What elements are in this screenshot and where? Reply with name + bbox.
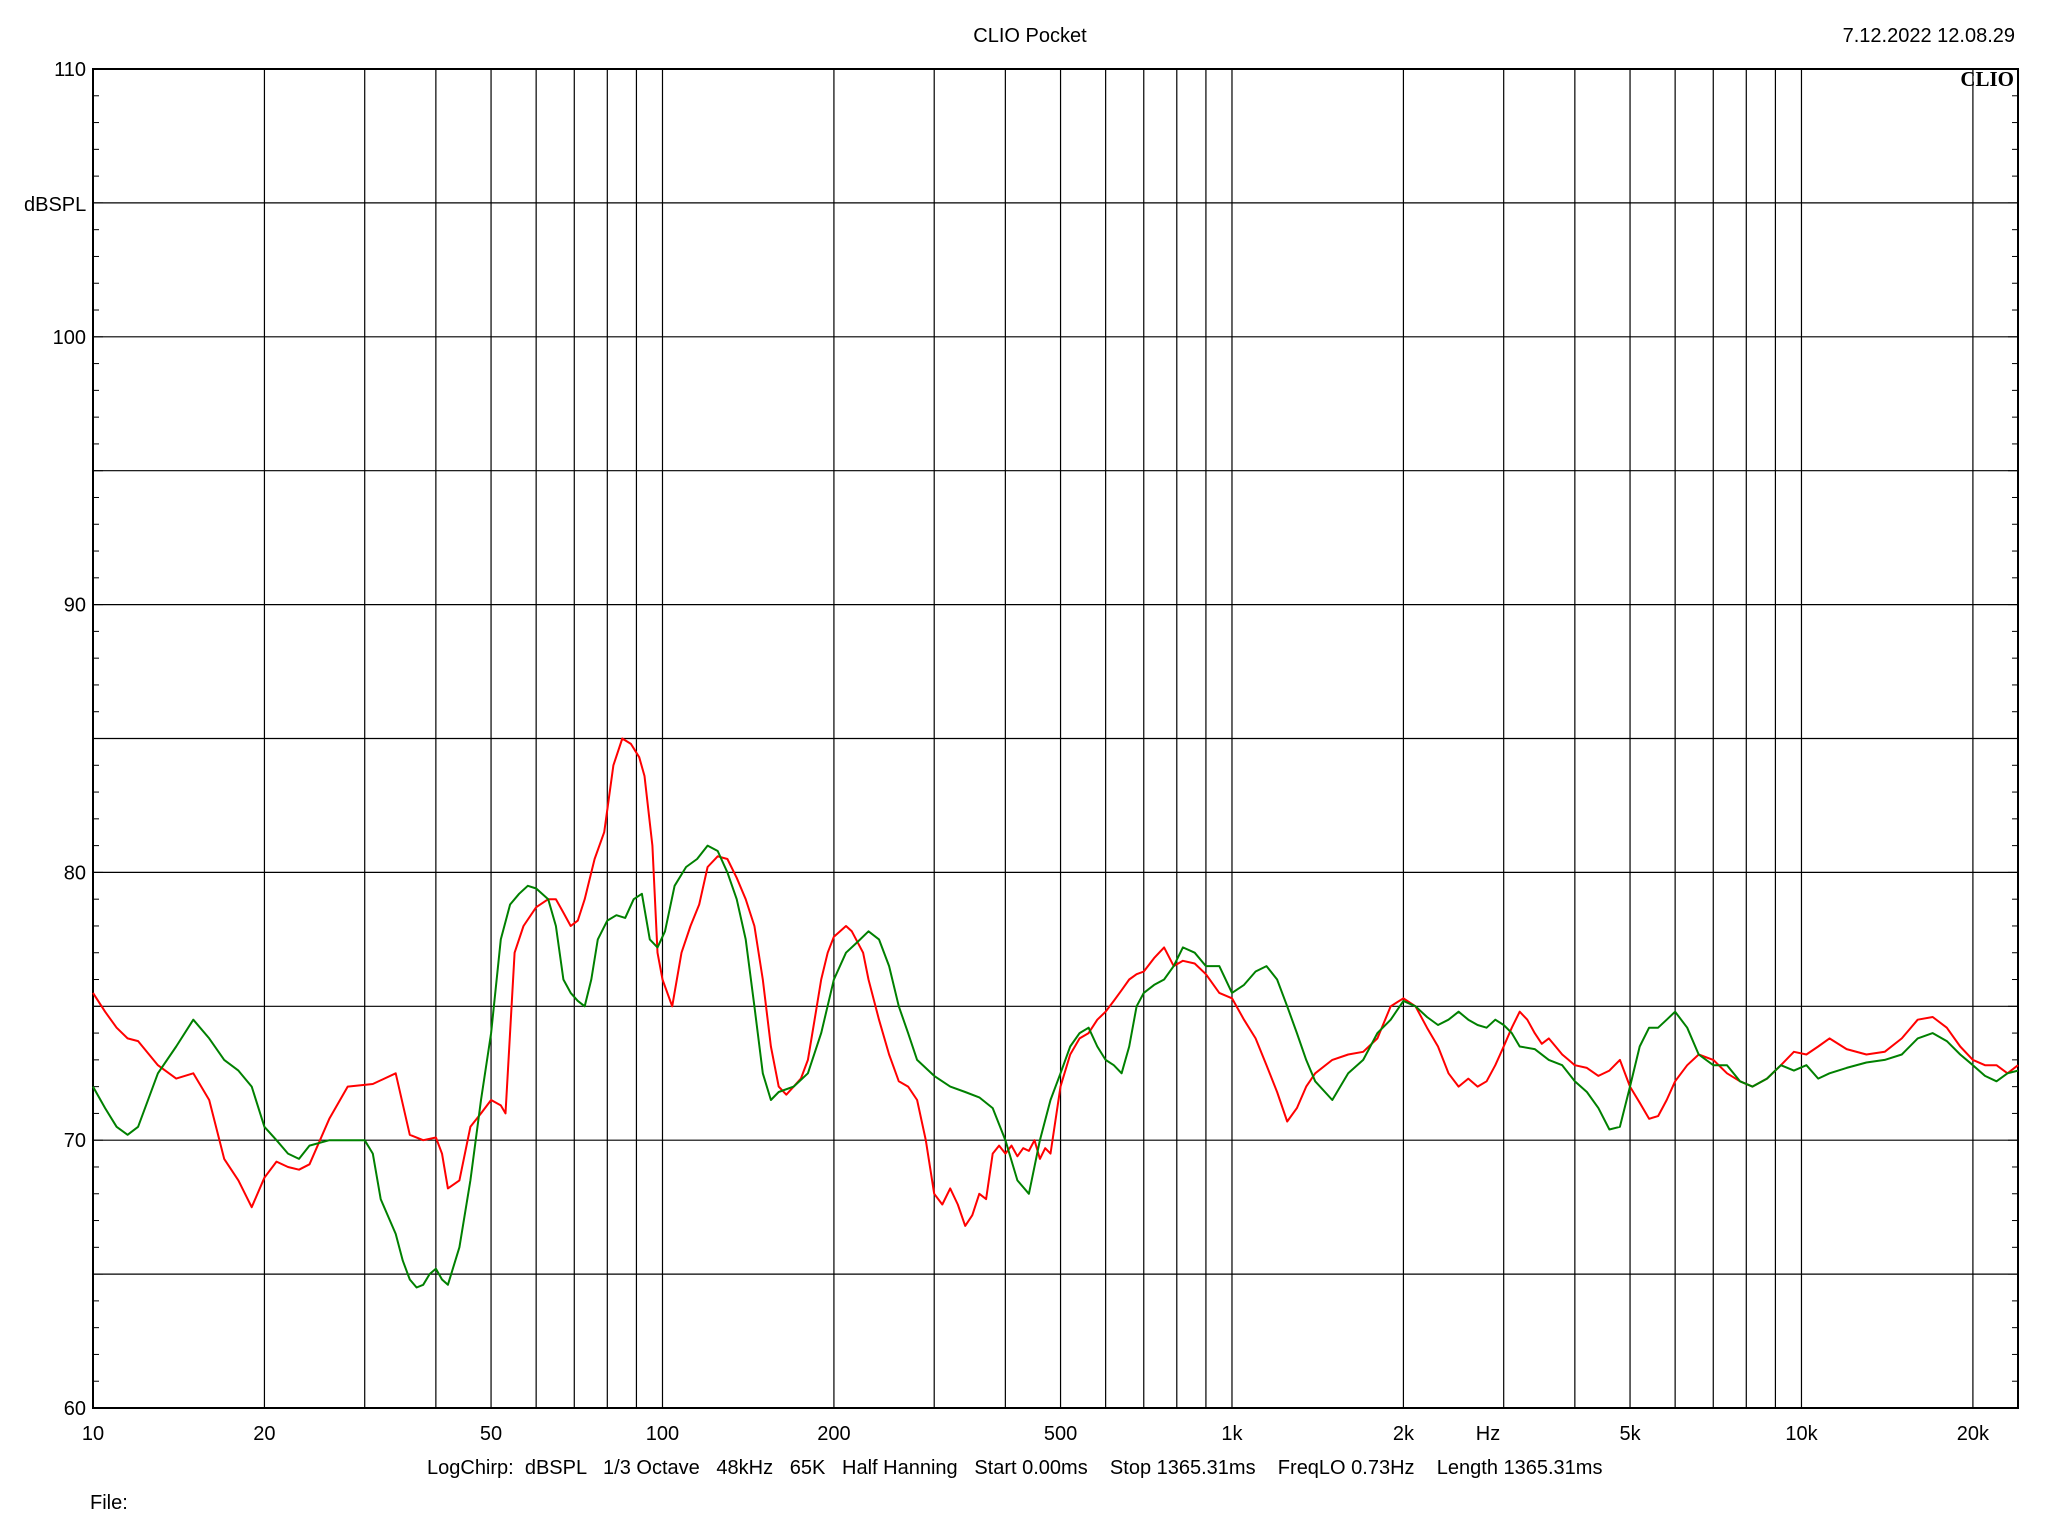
clio-brand-logo: CLIO [1960,67,2014,91]
y-tick-label: 70 [64,1130,86,1152]
x-tick-label: 1k [1221,1423,1243,1445]
chart-title: CLIO Pocket [973,25,1087,47]
x-axis: 10 20 50 100 200 500 1k 2k 5k 10k 20k [82,1423,1990,1445]
y-tick-label: 60 [64,1398,86,1420]
series-line-red [92,737,2019,1227]
x-tick-label: 100 [646,1423,679,1445]
x-tick-label: 10 [82,1423,104,1445]
y-tick-label: 110 [54,59,86,81]
x-tick-label: 10k [1785,1423,1818,1445]
y-axis: 60 70 80 90 100 110 [53,59,86,1420]
plot-area [92,68,2019,1409]
x-tick-label: 20k [1957,1423,1990,1445]
x-tick-label: 2k [1393,1423,1415,1445]
y-axis-label: dBSPL [24,194,86,216]
timestamp: 7.12.2022 12.08.29 [1843,25,2015,47]
x-tick-label: 50 [480,1423,502,1445]
y-tick-label: 90 [64,595,86,617]
y-tick-label: 100 [53,327,86,349]
x-axis-label: Hz [1476,1423,1500,1445]
x-tick-label: 20 [253,1423,275,1445]
series-layer [92,737,2019,1289]
measurement-settings: LogChirp: dBSPL 1/3 Octave 48kHz 65K Hal… [427,1457,1602,1479]
x-tick-label: 500 [1044,1423,1077,1445]
x-tick-label: 200 [817,1423,850,1445]
y-tick-label: 80 [64,862,86,884]
series-line-green [92,844,2019,1289]
file-label: File: [90,1492,128,1514]
x-tick-label: 5k [1619,1423,1641,1445]
